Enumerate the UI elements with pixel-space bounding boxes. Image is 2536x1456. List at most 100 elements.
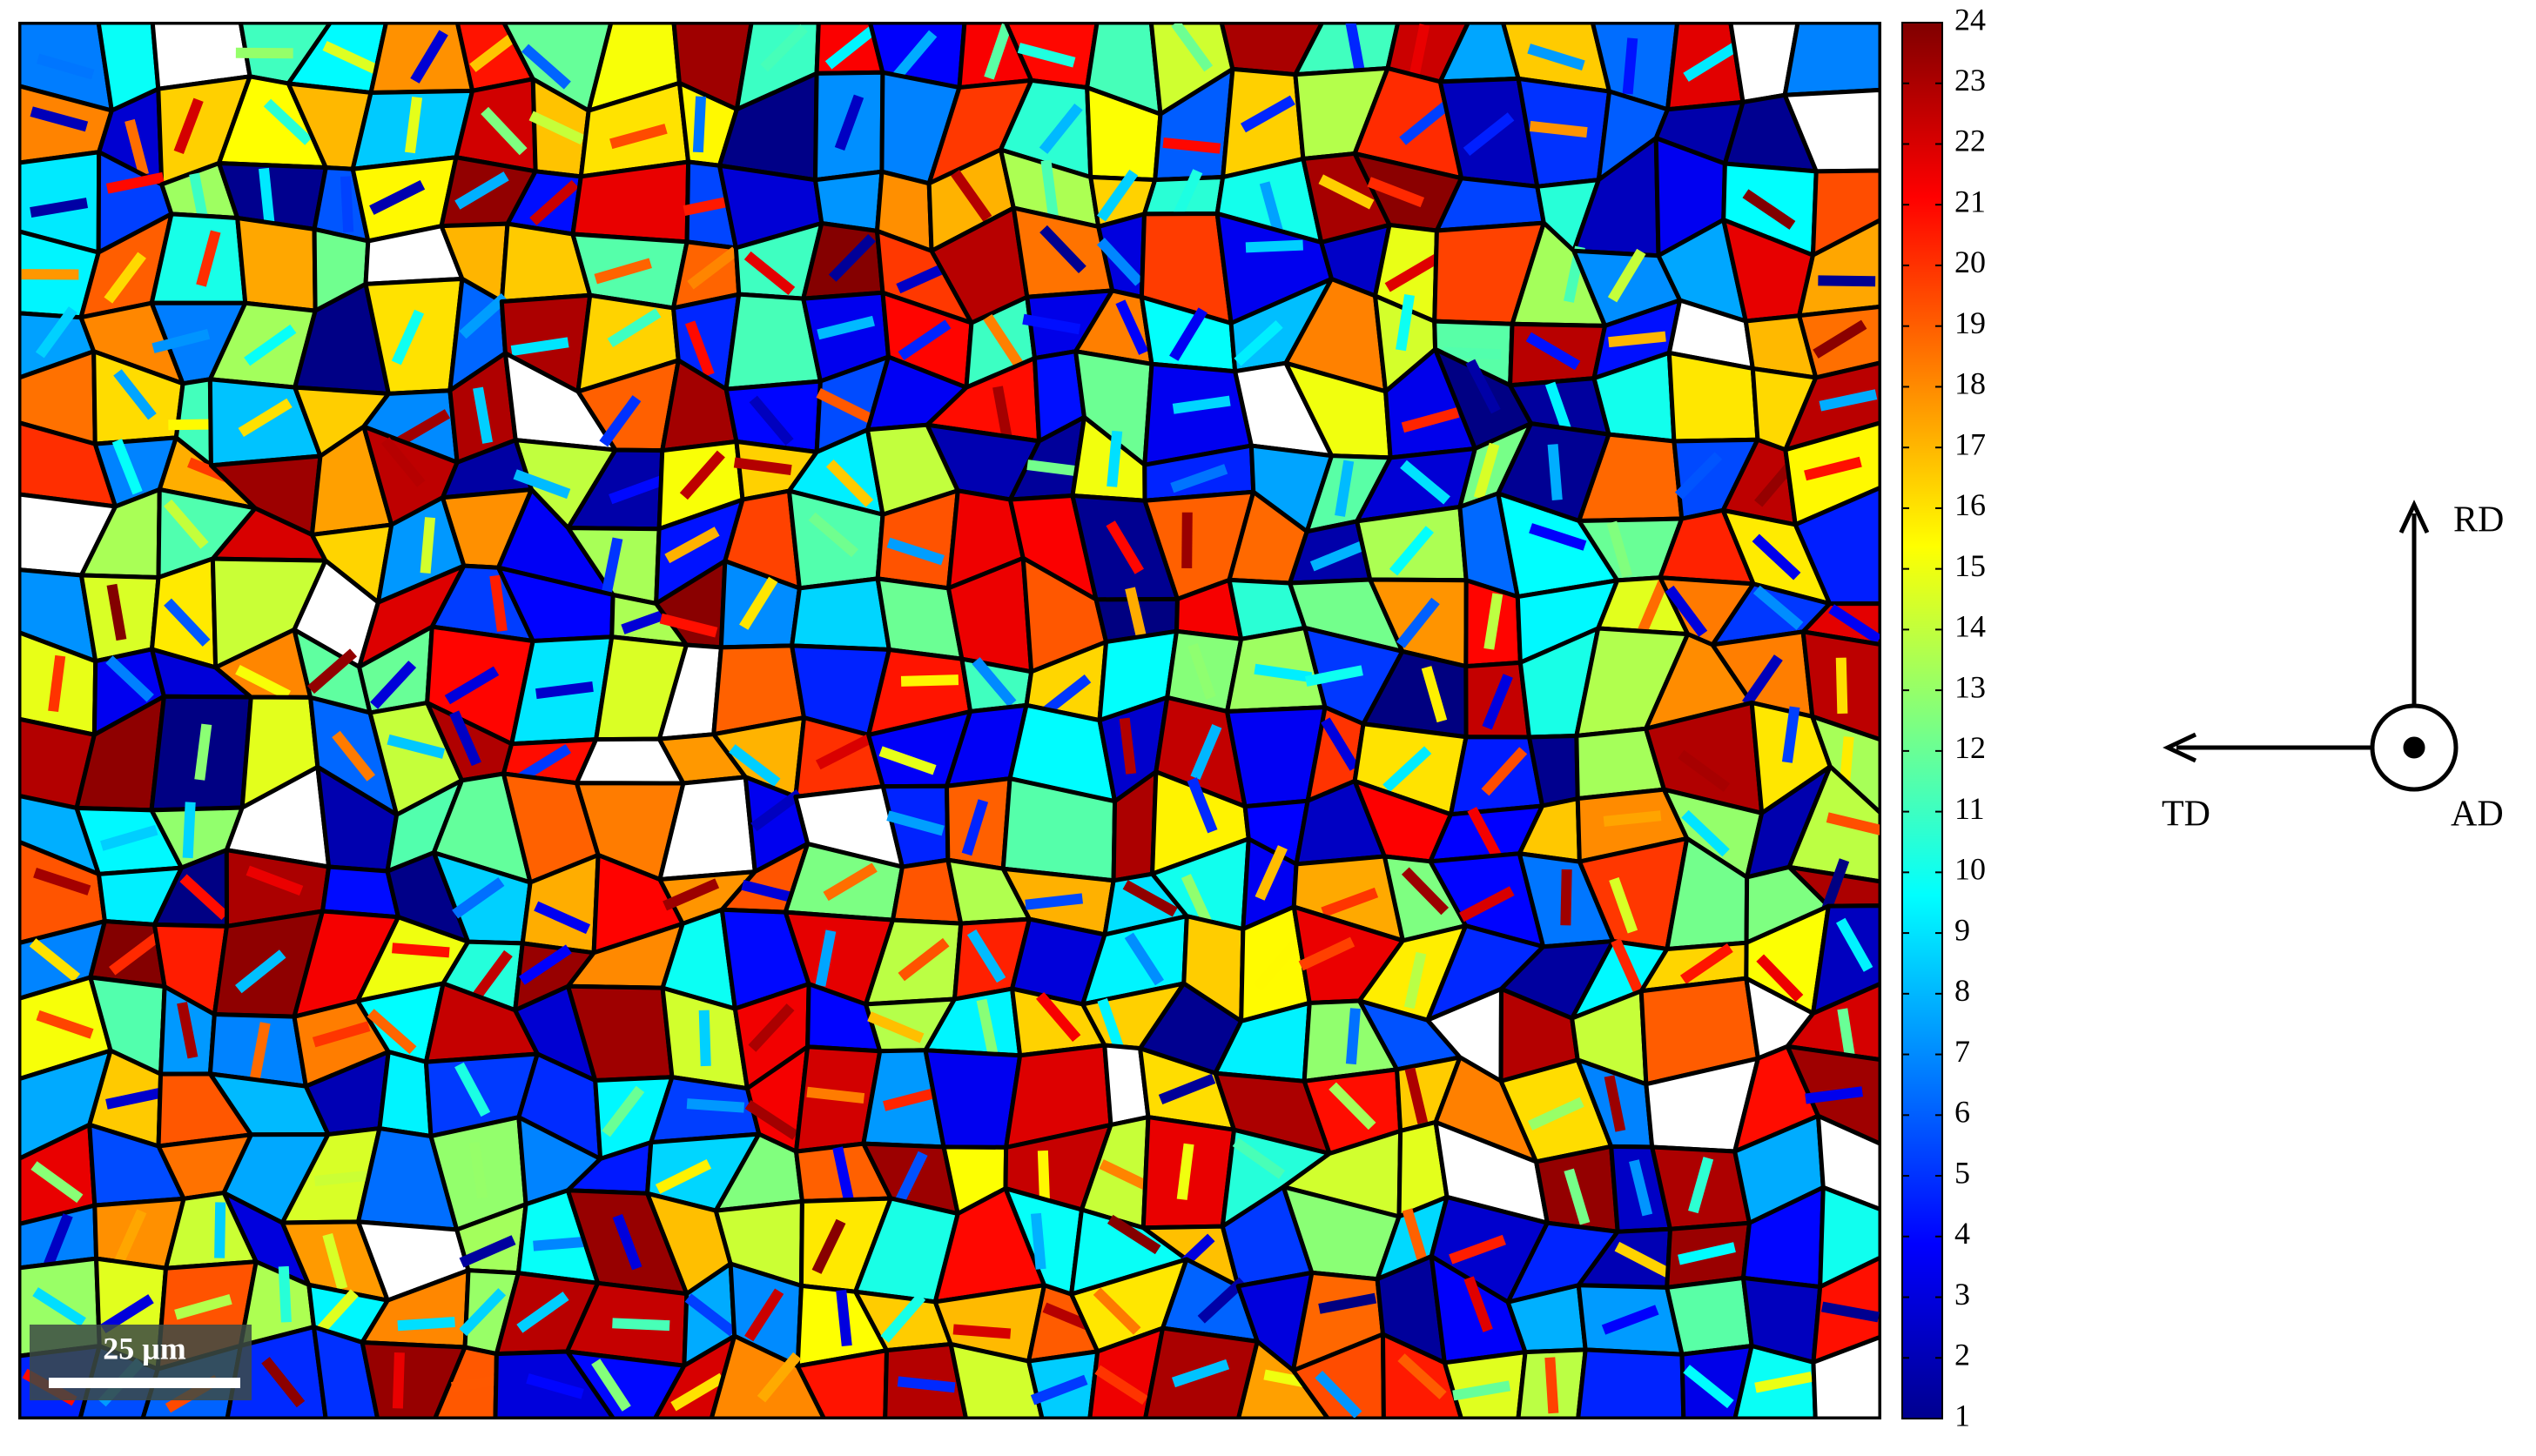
colorbar-tick-label: 17 bbox=[1954, 426, 1986, 461]
grain-lath bbox=[659, 613, 718, 638]
grain-lath bbox=[686, 1098, 745, 1113]
grain-lath bbox=[1678, 1242, 1736, 1265]
grain-lath bbox=[684, 1293, 737, 1337]
grain-lath bbox=[1321, 887, 1379, 917]
grain-lath bbox=[1819, 389, 1878, 412]
grain-lath bbox=[1169, 169, 1203, 225]
grain-lath bbox=[1305, 665, 1363, 687]
grain-lath bbox=[244, 324, 297, 366]
grain-lath bbox=[1171, 23, 1214, 72]
grain bbox=[1797, 218, 1880, 319]
grain-lath bbox=[526, 1373, 584, 1399]
grain-lath bbox=[1608, 331, 1666, 348]
grain-lath bbox=[1544, 1357, 1559, 1414]
grain-lath bbox=[886, 537, 945, 566]
grain-lath bbox=[454, 171, 509, 210]
grain bbox=[1576, 1347, 1686, 1419]
grain-lath bbox=[513, 469, 571, 500]
grain-lath bbox=[1401, 407, 1460, 433]
grain-lath bbox=[828, 234, 876, 282]
grain-lath bbox=[1481, 747, 1528, 796]
grain-lath bbox=[760, 23, 808, 72]
grain-lath bbox=[1318, 1292, 1377, 1314]
grain-lath bbox=[367, 1009, 417, 1055]
grain-lath bbox=[1742, 189, 1796, 230]
grain-lath bbox=[1835, 657, 1848, 715]
ad-dot bbox=[2403, 736, 2425, 759]
grain-lath bbox=[1527, 44, 1585, 70]
grain-lath bbox=[951, 170, 992, 222]
grain-lath bbox=[825, 460, 874, 507]
grain-lath bbox=[834, 94, 864, 151]
grain-lath bbox=[750, 789, 803, 832]
grain bbox=[1818, 1184, 1880, 1290]
grain-lath bbox=[179, 874, 229, 921]
grain-lath bbox=[395, 409, 451, 447]
grain-lath bbox=[1039, 103, 1083, 154]
grain-lath bbox=[473, 386, 494, 444]
grain-lath bbox=[111, 439, 143, 495]
grain-lath bbox=[744, 1288, 784, 1342]
grain-lath bbox=[404, 97, 423, 154]
grain-lath bbox=[263, 98, 313, 145]
grain-lath bbox=[444, 666, 500, 705]
grain-lath bbox=[1403, 951, 1427, 1010]
grain-lath bbox=[1781, 706, 1800, 763]
grain-lath bbox=[832, 1146, 855, 1204]
grain-lath bbox=[1397, 1353, 1447, 1399]
grain-lath bbox=[1384, 254, 1440, 292]
grain-lath bbox=[510, 337, 569, 356]
grain-lath bbox=[815, 929, 837, 987]
grain-lath bbox=[1463, 1276, 1493, 1332]
grain-lath bbox=[1124, 932, 1165, 986]
grain-lath bbox=[278, 1265, 292, 1323]
grain bbox=[1811, 1334, 1880, 1419]
grain-lath bbox=[420, 517, 436, 574]
grain-lath bbox=[808, 512, 858, 558]
grain-lath bbox=[967, 929, 1006, 983]
grain-lath bbox=[1804, 456, 1862, 481]
grain-lath bbox=[1097, 169, 1139, 222]
grain-lath bbox=[469, 29, 521, 72]
grain-lath bbox=[1022, 313, 1081, 335]
ebsd-map bbox=[19, 23, 1880, 1419]
grain-lath bbox=[1818, 275, 1876, 287]
grain-lath bbox=[470, 949, 513, 1002]
grain-lath bbox=[517, 744, 572, 783]
grain-lath bbox=[1828, 604, 1880, 644]
grain-lath bbox=[113, 1209, 147, 1265]
grain-lath bbox=[468, 1142, 488, 1199]
colorbar-tick-label: 6 bbox=[1954, 1095, 1970, 1130]
grain-lath bbox=[655, 1159, 712, 1194]
grain-lath bbox=[1329, 1082, 1376, 1131]
grain-lath bbox=[1611, 938, 1644, 994]
grain-lath bbox=[1560, 869, 1572, 926]
grain-lath bbox=[749, 395, 794, 446]
grain-lath bbox=[42, 1213, 73, 1270]
grain-lath bbox=[880, 1292, 926, 1343]
grain-lath bbox=[886, 810, 945, 836]
grain-lath bbox=[670, 1372, 725, 1412]
colorbar-tick-label: 12 bbox=[1954, 730, 1986, 765]
td-label: TD bbox=[2162, 795, 2210, 835]
grain-lath bbox=[1382, 746, 1432, 793]
grain-lath bbox=[340, 176, 354, 233]
grain bbox=[1793, 485, 1880, 607]
grain-lath bbox=[692, 96, 707, 153]
grain-lath bbox=[1097, 997, 1126, 1055]
grain-lath bbox=[1315, 1371, 1362, 1419]
grain-lath bbox=[729, 744, 781, 788]
grain bbox=[948, 1341, 1045, 1419]
grain-lath bbox=[182, 802, 196, 859]
grain-lath bbox=[823, 862, 878, 902]
grain-lath bbox=[1254, 941, 1299, 991]
grain-lath bbox=[397, 1317, 455, 1332]
scale-bar-line bbox=[49, 1378, 240, 1388]
colorbar-tick-label: 14 bbox=[1954, 609, 1986, 644]
grain bbox=[235, 215, 318, 313]
grain-lath bbox=[744, 1099, 799, 1140]
grain-lath bbox=[1122, 880, 1178, 917]
grain-lath bbox=[1467, 807, 1503, 862]
grain-lath bbox=[312, 1021, 371, 1048]
grain-lath bbox=[1637, 579, 1669, 635]
